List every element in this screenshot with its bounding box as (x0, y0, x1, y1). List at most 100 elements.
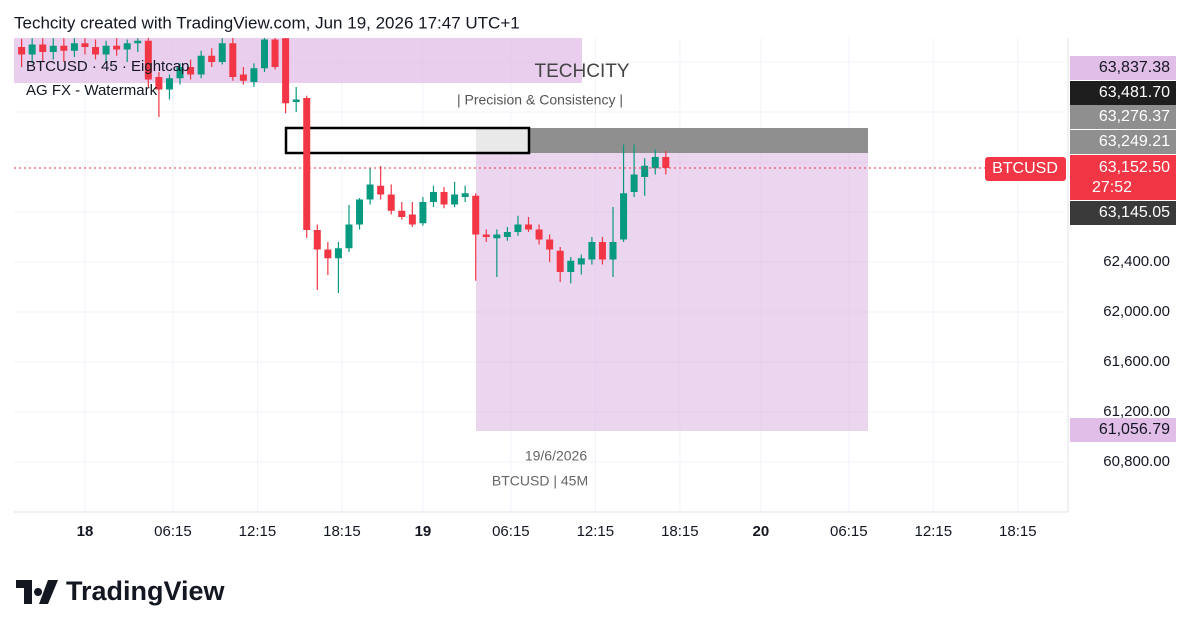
candle-body (419, 202, 427, 224)
candle-body (556, 250, 564, 272)
candle-body (165, 78, 173, 90)
tag: 63,837.38 (1099, 59, 1170, 76)
logo: TradingView (16, 576, 226, 606)
candle-body (102, 45, 110, 55)
candle-body (377, 185, 385, 195)
range-date: 19/6/2026 (525, 448, 587, 464)
candle-body (630, 174, 638, 192)
candle-body (461, 193, 469, 197)
candle-body (641, 165, 649, 177)
tag-bg (1070, 105, 1176, 129)
tag-bg (1070, 56, 1176, 80)
candle-body (345, 224, 353, 249)
candle-body (134, 40, 142, 44)
tag: 63,481.70 (1099, 84, 1170, 101)
candle-body (176, 67, 184, 79)
tag-bg (1070, 201, 1176, 225)
candle-body (514, 224, 522, 232)
candle-body (546, 239, 554, 250)
x-tick-label: 18:15 (323, 523, 361, 540)
candle-body (81, 43, 89, 47)
candle-body (144, 40, 152, 80)
candle-body (662, 157, 670, 168)
candle-body (334, 248, 342, 259)
legend-symbol: BTCUSD · 45 · Eightcap (26, 58, 189, 75)
x-tick-label: 18:15 (999, 523, 1037, 540)
range-symbol: BTCUSD | 45M (492, 473, 588, 489)
logo-text: TradingView (66, 576, 226, 606)
candle-body (398, 210, 406, 217)
candle-body (229, 43, 237, 77)
x-tick-label: 20 (753, 523, 770, 540)
tag: 27:52 (1092, 179, 1132, 196)
candle-body (588, 242, 596, 260)
candle-body (260, 39, 268, 69)
candle-body (429, 192, 437, 202)
candle-body (451, 194, 459, 205)
candle-body (113, 45, 121, 50)
x-tick-label: 12:15 (577, 523, 615, 540)
candle-body (535, 229, 543, 240)
candle-body (620, 193, 628, 240)
candle-body (609, 242, 617, 260)
candle-body (313, 230, 321, 250)
x-tick-label: 18:15 (661, 523, 699, 540)
tag: BTCUSD (992, 160, 1058, 177)
candle-body (218, 43, 226, 62)
candle-body (567, 260, 575, 272)
candle-body (18, 47, 26, 55)
candle-body (503, 232, 511, 237)
x-labels: 18 06:15 12:15 18:15 19 06:15 12:15 18:15 20 06:1… (77, 523, 1037, 540)
tag: 63,249.21 (1099, 133, 1170, 150)
candle-body (292, 99, 300, 102)
candles (18, 38, 670, 293)
candle-body (408, 214, 416, 225)
candle-body (155, 77, 163, 90)
tag: 61,056.79 (1099, 421, 1170, 438)
tag-bg (1070, 418, 1176, 442)
tag: 63,276.37 (1099, 108, 1170, 125)
candle-body (250, 68, 258, 82)
logo-icon (16, 580, 58, 604)
candle-body (92, 47, 100, 55)
x-tick-label: 06:15 (154, 523, 192, 540)
candle-body (60, 45, 68, 51)
candle-body (282, 38, 290, 104)
x-tick-label: 18 (77, 523, 94, 540)
zone-gray (476, 128, 868, 153)
y-tick-label: 61,600.00 (1103, 353, 1170, 370)
y-tick-label: 60,800.00 (1103, 453, 1170, 470)
x-tick-label: 06:15 (492, 523, 530, 540)
candle-body (123, 43, 131, 50)
candle-body (651, 157, 659, 169)
y-tick-label: 62,400.00 (1103, 253, 1170, 270)
candle-body (366, 184, 374, 200)
tag: 63,152.50 (1099, 159, 1170, 176)
candle-body (440, 192, 448, 205)
candle-body (387, 194, 395, 211)
candle-body (70, 43, 78, 51)
candle-body (39, 44, 47, 52)
candle-body (239, 74, 247, 81)
candle-body (49, 45, 57, 52)
price-tags: 63,837.38 63,481.70 63,276.37 63,249.21 … (985, 56, 1176, 442)
x-tick-label: 12:15 (239, 523, 277, 540)
zone-lower (476, 153, 868, 431)
candle-body (482, 234, 490, 237)
candle-body (493, 234, 501, 239)
candle-body (324, 249, 332, 259)
zone-top (14, 38, 582, 83)
tag-bg (1070, 130, 1176, 154)
y-tick-label: 61,200.00 (1103, 403, 1170, 420)
candle-body (598, 242, 606, 260)
candle-body (303, 98, 311, 230)
y-tick-label: 62,000.00 (1103, 303, 1170, 320)
candle-body (208, 55, 216, 62)
tag-bg (1070, 155, 1176, 200)
header: Techcity created with TradingView.com, J… (14, 13, 520, 32)
legend-watermark: AG FX - Watermark (26, 82, 158, 99)
x-tick-label: 06:15 (830, 523, 868, 540)
tag-bg (985, 157, 1066, 181)
candle-body (577, 258, 585, 265)
